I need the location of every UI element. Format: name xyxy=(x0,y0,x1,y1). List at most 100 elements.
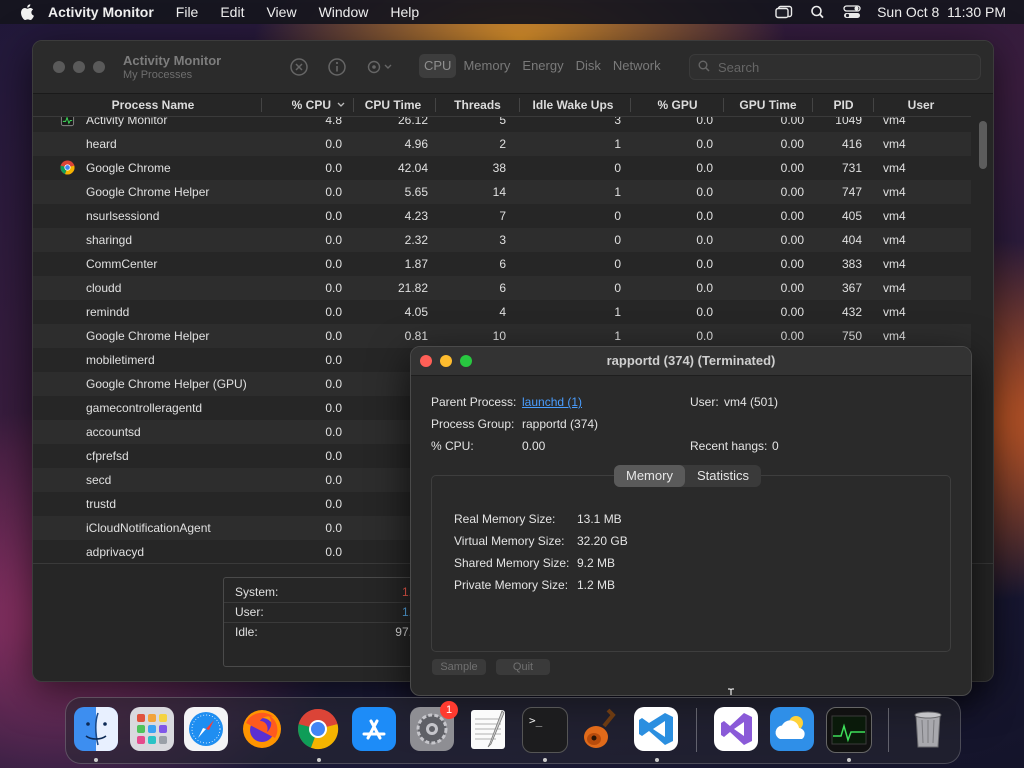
private-memory-value: 1.2 MB xyxy=(577,578,616,592)
system-settings-icon[interactable]: 1 xyxy=(410,701,458,751)
table-row[interactable]: heard 0.0 4.96 2 1 0.0 0.00 416 vm4 xyxy=(33,132,971,156)
table-row[interactable]: CommCenter 0.0 1.87 6 0 0.0 0.00 383 vm4 xyxy=(33,252,971,276)
process-name: mobiletimerd xyxy=(86,353,155,367)
inspector-zoom-button[interactable] xyxy=(460,355,472,367)
apple-icon[interactable] xyxy=(20,4,34,20)
table-row[interactable]: cloudd 0.0 21.82 6 0 0.0 0.00 367 vm4 xyxy=(33,276,971,300)
app-store-icon[interactable] xyxy=(352,707,396,751)
menu-app-name[interactable]: Activity Monitor xyxy=(48,4,154,20)
tab-statistics[interactable]: Statistics xyxy=(696,468,749,483)
column-pid[interactable]: PID xyxy=(833,98,854,112)
search-icon xyxy=(698,60,710,72)
user-value: vm4 (501) xyxy=(724,395,779,409)
inspector-close-button[interactable] xyxy=(420,355,432,367)
parent-process-link[interactable]: launchd (1) xyxy=(522,395,583,409)
cell-gpu: 0.0 xyxy=(696,209,713,223)
cell-cpu: 0.0 xyxy=(325,545,342,559)
column-gpu-time[interactable]: GPU Time xyxy=(739,98,797,112)
cpu-system-row: System: 1.06% xyxy=(224,582,436,603)
cell-idle: 0 xyxy=(614,161,621,175)
trash-icon[interactable] xyxy=(906,707,950,751)
garageband-icon[interactable] xyxy=(578,707,622,751)
menu-file[interactable]: File xyxy=(175,4,199,20)
column-process-name[interactable]: Process Name xyxy=(111,98,195,112)
visual-studio-icon[interactable] xyxy=(714,707,758,751)
tab-disk[interactable]: Disk xyxy=(575,58,601,73)
column-user[interactable]: User xyxy=(907,98,935,112)
menu-edit[interactable]: Edit xyxy=(220,4,245,20)
process-name: secd xyxy=(86,473,112,487)
cell-idle: 0 xyxy=(614,209,621,223)
cell-user: vm4 xyxy=(883,257,906,271)
terminal-icon[interactable]: >_ xyxy=(522,707,568,753)
column-threads[interactable]: Threads xyxy=(454,98,501,112)
cell-idle: 0 xyxy=(614,257,621,271)
table-row[interactable]: nsurlsessiond 0.0 4.23 7 0 0.0 0.00 405 vm4 xyxy=(33,204,971,228)
notification-badge: 1 xyxy=(440,701,458,719)
firefox-icon[interactable] xyxy=(240,707,284,751)
tab-energy[interactable]: Energy xyxy=(522,58,564,73)
launchpad-icon[interactable] xyxy=(130,707,174,751)
column-idle-wake-ups[interactable]: Idle Wake Ups xyxy=(532,98,614,112)
table-row[interactable]: Google Chrome Helper 0.0 5.65 14 1 0.0 0.00 747… xyxy=(33,180,971,204)
control-center-icon[interactable] xyxy=(843,5,861,19)
real-memory-label: Real Memory Size: xyxy=(454,512,556,526)
cell-cpu: 0.0 xyxy=(325,305,342,319)
close-button[interactable] xyxy=(53,61,65,73)
activity-monitor-icon[interactable] xyxy=(826,707,872,753)
textedit-icon[interactable] xyxy=(466,707,510,751)
process-name: cloudd xyxy=(86,281,122,295)
cell-cpu: 0.0 xyxy=(325,353,342,367)
cell-cpu-time: 0.81 xyxy=(404,329,428,343)
tab-network[interactable]: Network xyxy=(612,58,661,73)
info-icon[interactable] xyxy=(327,57,347,77)
chrome-icon[interactable] xyxy=(296,707,340,751)
recent-hangs-value: 0 xyxy=(772,439,779,453)
tab-memory[interactable]: Memory xyxy=(614,465,685,487)
column-cpu[interactable]: % CPU xyxy=(291,98,331,112)
process-name: heard xyxy=(86,137,117,151)
table-row[interactable]: sharingd 0.0 2.32 3 0 0.0 0.00 404 vm4 xyxy=(33,228,971,252)
shared-memory-value: 9.2 MB xyxy=(577,556,616,570)
search-input[interactable] xyxy=(716,55,970,79)
menu-help[interactable]: Help xyxy=(390,4,420,20)
menu-window[interactable]: Window xyxy=(318,4,369,20)
table-row[interactable]: Google Chrome 0.0 42.04 38 0 0.0 0.00 731 vm4 xyxy=(33,156,971,180)
action-menu-icon[interactable] xyxy=(365,57,397,77)
vscode-icon[interactable] xyxy=(634,707,678,751)
safari-icon[interactable] xyxy=(184,707,228,751)
cell-user: vm4 xyxy=(883,137,906,151)
process-name: accountsd xyxy=(86,425,141,439)
tab-memory[interactable]: Memory xyxy=(463,58,511,73)
cell-threads: 3 xyxy=(499,233,506,247)
menu-clock[interactable]: Sun Oct 8 11:30 PM xyxy=(877,4,1006,20)
table-row[interactable]: remindd 0.0 4.05 4 1 0.0 0.00 432 vm4 xyxy=(33,300,971,324)
menu-view[interactable]: View xyxy=(266,4,297,20)
weather-icon[interactable] xyxy=(770,707,814,751)
column-cpu-time[interactable]: CPU Time xyxy=(364,98,422,112)
spotlight-search-icon[interactable] xyxy=(809,5,827,19)
table-row[interactable]: Google Chrome Helper 0.0 0.81 10 1 0.0 0.00 750… xyxy=(33,324,971,348)
table-row[interactable]: Activity Monitor 4.8 26.12 5 3 0.0 0.00 1049 vm4 xyxy=(33,117,971,132)
inspector-minimize-button[interactable] xyxy=(440,355,452,367)
sample-button[interactable]: Sample xyxy=(432,659,486,675)
cell-pid: 383 xyxy=(841,257,862,271)
cpu-load-summary: System: 1.06% User: 1.18% Idle: 97.76% xyxy=(223,577,436,667)
cell-gpu-time: 0.00 xyxy=(780,305,804,319)
process-name: adprivacyd xyxy=(86,545,145,559)
table-scrollbar[interactable] xyxy=(979,121,987,169)
text-cursor-icon xyxy=(728,688,734,695)
cell-cpu: 0.0 xyxy=(325,137,342,151)
finder-icon[interactable] xyxy=(74,707,118,751)
minimize-button[interactable] xyxy=(73,61,85,73)
window-switcher-icon[interactable] xyxy=(775,5,793,19)
process-name: remindd xyxy=(86,305,130,319)
cell-pid: 747 xyxy=(841,185,862,199)
tab-cpu[interactable]: CPU xyxy=(419,54,457,78)
column-gpu[interactable]: % GPU xyxy=(657,98,698,112)
zoom-button[interactable] xyxy=(93,61,105,73)
cell-cpu: 0.0 xyxy=(325,281,342,295)
quit-button[interactable]: Quit xyxy=(496,659,550,675)
cell-threads: 6 xyxy=(499,281,506,295)
stop-process-icon[interactable] xyxy=(289,57,309,77)
